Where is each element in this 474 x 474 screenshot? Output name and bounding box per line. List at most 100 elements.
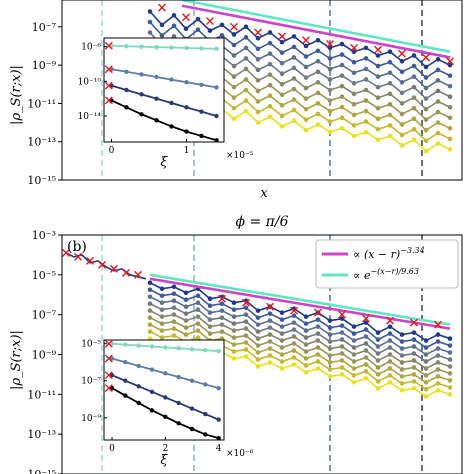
panel-a-series-point: [411, 126, 417, 132]
panel-b-cross-marker: [110, 264, 118, 273]
panel-a-inset-point: [184, 129, 189, 134]
panel-a-inset-line: [111, 84, 217, 117]
panel-a-series-point: [447, 136, 453, 142]
panel-a-inset-ytick-label: 10⁻⁶: [81, 43, 101, 53]
panel-b-series-point: [315, 338, 321, 343]
panel-a-inset-frame: [103, 37, 225, 143]
panel-b-series-point: [267, 325, 273, 330]
panel-b-series-point: [147, 301, 153, 307]
panel-b-series-line: [149, 289, 451, 349]
panel-a-series-point: [339, 104, 345, 110]
panel-a-inset-cross: [104, 65, 113, 74]
panel-a-series-point: [435, 67, 441, 73]
panel-b-series-point: [351, 366, 357, 371]
panel-b-series-point: [327, 346, 333, 351]
panel-a-series-point: [351, 59, 357, 65]
panel-b-series-point: [231, 349, 237, 354]
panel-b-series-point: [435, 388, 441, 393]
panel-a-cross-marker: [182, 13, 190, 22]
panel-b-series-point: [231, 300, 237, 306]
panel-a-inset-xlabel: ξ: [160, 155, 168, 170]
panel-b-series-point: [423, 387, 429, 392]
panel-a-series-point: [219, 33, 225, 38]
panel-a-cross-marker: [206, 17, 214, 26]
panel-b-series-point: [255, 364, 261, 369]
panel-a-ytick-label: 10⁻⁹: [32, 59, 57, 72]
panel-a-series-point: [435, 120, 441, 125]
panel-b-series-point: [411, 351, 417, 356]
panel-a-series-point: [423, 127, 429, 133]
panel-b-inset-xlabel: ξ: [160, 453, 168, 468]
panel-a-series-point: [291, 55, 297, 60]
panel-b-series-point: [267, 346, 273, 351]
panel-b-series-point: [411, 344, 417, 349]
panel-b-series-point: [375, 344, 381, 349]
panel-a-series-point: [291, 44, 297, 50]
panel-a-series-point: [243, 108, 249, 114]
panel-b-series-point: [171, 291, 177, 297]
panel-a-series-point: [435, 99, 441, 104]
panel-b-series-point: [363, 376, 369, 381]
panel-a-inset-point: [169, 100, 174, 106]
panel-a-series-point: [375, 95, 381, 100]
panel-a-series-point: [243, 24, 249, 30]
panel-b-series-point: [219, 315, 225, 320]
panel-b-title: ϕ = π/6: [236, 214, 289, 230]
panel-b-series-point: [303, 356, 309, 361]
panel-b-series-point: [375, 337, 381, 342]
panel-b-series-point: [339, 365, 345, 370]
panel-b-inset-point: [123, 393, 128, 398]
panel-b-series-point: [183, 304, 189, 310]
panel-b-series-point: [171, 319, 177, 324]
panel-a-inset-point: [154, 96, 159, 101]
panel-b-inset-point: [109, 356, 115, 361]
panel-b-series-point: [219, 301, 225, 307]
panel-b-series-point: [291, 334, 297, 339]
panel-a-series-point: [327, 45, 333, 51]
panel-a-series-point: [315, 69, 321, 75]
panel-b-cross-marker: [74, 252, 82, 261]
panel-b-series-point: [327, 353, 333, 358]
panel-a-ytick-label: 10⁻¹¹: [27, 97, 56, 110]
panel-b-inset-point: [189, 426, 195, 432]
panel-a-series-point: [435, 109, 441, 115]
panel-a-series-point: [279, 113, 285, 119]
panel-a-series-point: [411, 116, 417, 122]
panel-a-inset-multiplier: ×10⁻⁵: [226, 151, 254, 161]
panel-a-fit-line: [181, 4, 451, 59]
panel-b-inset-point: [189, 347, 195, 352]
panel-b-series-point: [339, 358, 345, 363]
panel-a-series-point: [291, 76, 297, 81]
panel-a-inset-cross: [104, 96, 113, 105]
legend-box: [315, 239, 459, 289]
panel-a-series-point: [327, 108, 333, 114]
panel-b-series-point: [315, 352, 321, 357]
panel-b-series-point: [159, 293, 165, 299]
panel-b-series-point: [243, 326, 249, 331]
panel-a-inset-point: [139, 112, 144, 117]
panel-b-series-point: [387, 373, 393, 378]
panel-b-series-point: [195, 335, 201, 340]
panel-a-series-point: [315, 101, 321, 106]
panel-b-series-point: [171, 284, 177, 290]
panel-a-series-point: [267, 40, 273, 46]
panel-b-series-point: [315, 317, 321, 322]
panel-a-cross-marker: [446, 57, 454, 66]
panel-a-series-point: [339, 83, 345, 89]
panel-a-series-point: [231, 84, 237, 90]
panel-a-series-point: [411, 53, 417, 58]
panel-b-series-point: [279, 310, 285, 315]
panel-b-series-point: [399, 332, 405, 337]
panel-b-series-line: [149, 316, 451, 377]
panel-b-series-point: [411, 386, 417, 391]
panel-b-series-point: [363, 355, 369, 360]
panel-a-series-point: [423, 117, 429, 122]
panel-b-series-point: [411, 379, 417, 384]
panel-a-series-point: [351, 123, 357, 128]
panel-a-series-point: [387, 91, 393, 97]
panel-b-series-point: [375, 386, 381, 391]
panel-b-series-point: [231, 335, 237, 340]
panel-a-inset-line: [111, 99, 217, 142]
panel-b-series-point: [351, 324, 357, 329]
panel-a-series-point: [279, 71, 285, 77]
